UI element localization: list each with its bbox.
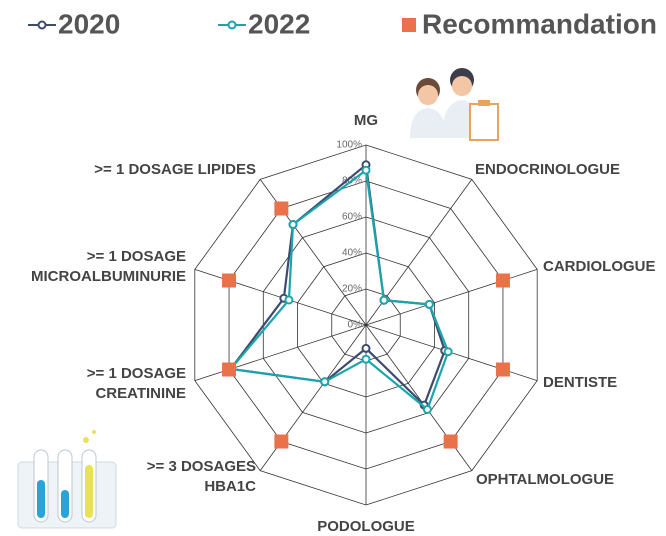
category-label: >= 1 DOSAGE CREATININE bbox=[87, 365, 186, 402]
category-label: MG bbox=[354, 112, 378, 129]
r-tick-label: 100% bbox=[336, 140, 362, 151]
marker bbox=[361, 165, 371, 175]
legend-item: 2022 bbox=[218, 8, 310, 39]
category-label: CARDIOLOGUE bbox=[543, 258, 656, 275]
marker bbox=[274, 201, 289, 216]
category-label: >= 3 DOSAGES HBA1C bbox=[147, 458, 256, 495]
marker bbox=[274, 434, 289, 449]
category-label: ENDOCRINOLOGUE bbox=[475, 161, 620, 178]
marker bbox=[284, 295, 294, 305]
category-label: >= 1 DOSAGE LIPIDES bbox=[94, 161, 256, 178]
r-tick-label: 60% bbox=[342, 212, 362, 223]
spoke bbox=[365, 324, 473, 471]
category-label: PODOLOGUE bbox=[317, 518, 415, 535]
marker bbox=[424, 299, 434, 309]
spoke bbox=[365, 268, 538, 326]
doctor-icon bbox=[410, 68, 499, 141]
marker bbox=[379, 295, 389, 305]
marker bbox=[443, 434, 458, 449]
test-tube-icon bbox=[17, 430, 117, 529]
legend-label: Recommandation bbox=[422, 8, 657, 39]
marker bbox=[222, 362, 237, 377]
legend-item: Recommandation bbox=[402, 8, 657, 39]
marker bbox=[288, 220, 298, 230]
marker bbox=[495, 273, 510, 288]
category-label: DENTISTE bbox=[543, 374, 617, 391]
r-tick-label: 0% bbox=[348, 320, 363, 331]
marker bbox=[361, 354, 371, 364]
r-tick-label: 20% bbox=[342, 284, 362, 295]
marker bbox=[443, 347, 453, 357]
category-label: >= 1 DOSAGE MICROALBUMINURIE bbox=[31, 248, 186, 285]
legend-label: 2020 bbox=[58, 8, 120, 39]
legend-item: 2020 bbox=[28, 8, 120, 39]
marker bbox=[422, 404, 432, 414]
marker bbox=[222, 273, 237, 288]
marker bbox=[320, 377, 330, 387]
legend-swatch bbox=[402, 18, 416, 32]
marker bbox=[361, 343, 371, 353]
spoke bbox=[259, 324, 367, 471]
legend-swatch bbox=[227, 20, 237, 30]
marker bbox=[495, 362, 510, 377]
legend-label: 2022 bbox=[248, 8, 310, 39]
category-label: OPHTALMOLOGUE bbox=[476, 471, 614, 488]
r-tick-label: 40% bbox=[342, 248, 362, 259]
legend-swatch bbox=[37, 20, 47, 30]
series-line bbox=[228, 163, 446, 408]
